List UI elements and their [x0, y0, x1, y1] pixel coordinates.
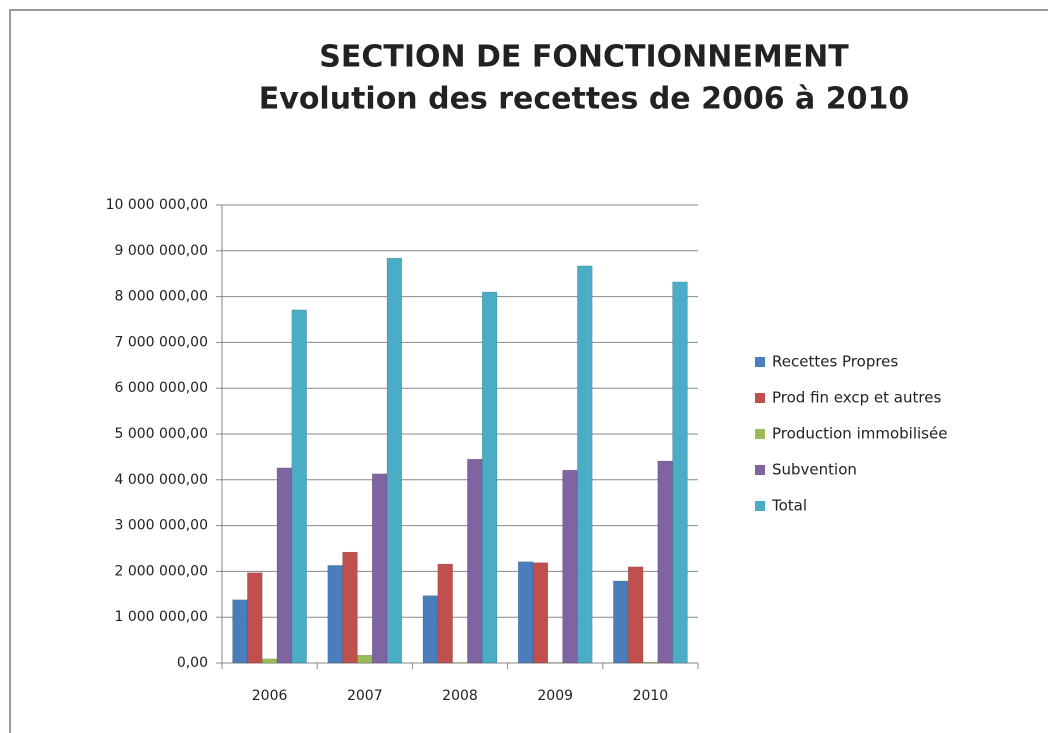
bar [371, 473, 388, 664]
bar [261, 658, 278, 664]
y-tick-label: 1 000 000,00 [114, 609, 208, 625]
chart-title: SECTION DE FONCTIONNEMENT [319, 40, 849, 75]
y-tick-label: 3 000 000,00 [114, 518, 208, 534]
bar [627, 566, 644, 664]
frame [9, 9, 1048, 733]
chart-subtitle: Evolution des recettes de 2006 à 2010 [259, 82, 909, 117]
bar [642, 661, 659, 664]
bar [517, 561, 534, 664]
bar [562, 469, 578, 664]
legend-swatch [755, 465, 765, 475]
bar [342, 551, 358, 664]
bar [532, 562, 549, 664]
x-tick-label: 2006 [252, 688, 288, 704]
bar [386, 257, 403, 664]
y-tick-label: 6 000 000,00 [114, 380, 208, 396]
legend-label: Prod fin excp et autres [772, 389, 941, 407]
y-tick-label: 4 000 000,00 [114, 472, 208, 488]
y-tick-label: 5 000 000,00 [114, 426, 208, 442]
x-tick-label: 2010 [633, 688, 669, 704]
bar [481, 291, 498, 664]
y-tick-label: 8 000 000,00 [114, 289, 208, 305]
bar [577, 265, 593, 664]
legend-label: Recettes Propres [772, 353, 898, 371]
x-tick-label: 2009 [537, 688, 573, 704]
y-tick-label: 9 000 000,00 [114, 243, 208, 259]
x-tick-label: 2007 [347, 688, 383, 704]
legend-label: Production immobilisée [772, 425, 947, 443]
bar [276, 467, 293, 664]
y-tick-label: 0,00 [177, 655, 208, 671]
bar [232, 599, 248, 664]
bar [357, 654, 373, 664]
y-tick-label: 10 000 000,00 [106, 197, 208, 213]
legend-swatch [755, 393, 765, 403]
legend-label: Total [771, 497, 807, 515]
bar [613, 580, 629, 664]
legend-swatch [755, 501, 765, 511]
legend-label: Subvention [772, 461, 857, 479]
legend-swatch [755, 429, 765, 439]
bar [247, 572, 263, 664]
bar [291, 309, 307, 664]
bar [672, 281, 688, 664]
bar [437, 563, 453, 664]
y-tick-label: 2 000 000,00 [114, 563, 208, 579]
bar [327, 565, 343, 664]
y-tick-label: 7 000 000,00 [114, 334, 208, 350]
legend-swatch [755, 357, 765, 367]
bar [467, 458, 483, 664]
bar [657, 460, 673, 664]
bar [422, 595, 439, 664]
x-tick-label: 2008 [442, 688, 478, 704]
